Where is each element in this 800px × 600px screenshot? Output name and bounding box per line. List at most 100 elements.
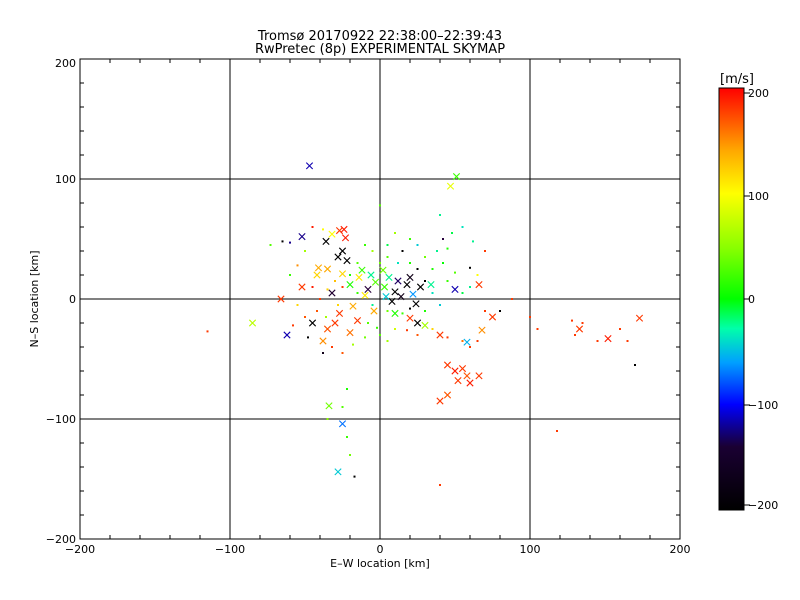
dot-marker <box>346 388 348 390</box>
dot-marker <box>334 280 336 282</box>
cross-marker <box>458 365 467 373</box>
colorbar-tick-label: 200 <box>748 87 769 100</box>
x-tick-label: −100 <box>215 543 245 556</box>
dot-marker <box>326 418 329 420</box>
cross-marker <box>436 397 444 405</box>
dot-marker <box>499 310 501 312</box>
cross-marker <box>325 402 333 410</box>
dot-marker <box>416 244 419 246</box>
dot-marker <box>406 329 408 332</box>
cross-marker <box>466 379 474 387</box>
cross-marker <box>391 309 399 317</box>
cross-marker <box>341 234 350 242</box>
dot-marker <box>424 280 426 282</box>
cross-marker <box>335 227 344 235</box>
dot-marker <box>326 288 329 291</box>
y-axis-label: N–S location [km] <box>28 250 41 347</box>
colorbar-ticks <box>744 92 750 506</box>
cross-marker <box>349 302 357 310</box>
cross-marker <box>328 289 336 297</box>
cross-marker <box>454 377 462 385</box>
cross-marker <box>328 230 336 238</box>
dot-marker <box>536 328 539 330</box>
colorbar-unit-label: [m/s] <box>720 72 754 87</box>
cross-marker <box>436 331 444 339</box>
y-tick-label: −200 <box>46 533 76 546</box>
dot-marker <box>409 262 411 264</box>
dot-marker <box>322 228 324 231</box>
cross-marker <box>308 319 317 327</box>
cross-marker <box>443 391 452 399</box>
cross-marker <box>283 331 291 339</box>
y-tick-label: −100 <box>46 413 76 426</box>
colorbar-tick-label: −200 <box>748 499 778 512</box>
cross-marker <box>488 313 497 321</box>
cross-marker <box>323 265 332 273</box>
cross-marker <box>475 372 483 380</box>
cross-marker <box>475 281 483 289</box>
dot-marker <box>596 340 599 342</box>
cross-marker <box>358 266 366 274</box>
minor-ticks <box>79 58 681 540</box>
dot-marker <box>469 286 471 288</box>
dot-marker <box>353 475 356 478</box>
cross-marker <box>331 319 339 327</box>
dot-marker <box>356 262 359 264</box>
dot-marker <box>341 286 344 288</box>
cross-marker <box>313 271 321 279</box>
dot-marker <box>292 324 294 327</box>
cross-marker <box>427 281 435 289</box>
cross-marker <box>305 162 314 170</box>
cross-marker <box>338 270 347 278</box>
dot-marker <box>319 298 321 300</box>
dot-marker <box>461 292 464 294</box>
cross-marker <box>367 271 375 279</box>
cross-marker <box>353 317 362 325</box>
cross-marker <box>388 297 396 305</box>
dot-marker <box>367 322 369 324</box>
dot-marker <box>446 280 449 282</box>
cross-marker <box>379 266 387 274</box>
cross-marker <box>322 237 330 245</box>
dot-marker <box>446 247 449 250</box>
dot-marker <box>386 244 389 246</box>
dot-marker <box>451 232 453 234</box>
dot-marker <box>304 316 306 318</box>
cross-marker <box>323 325 332 333</box>
dot-marker <box>476 274 479 276</box>
dot-marker <box>296 304 299 306</box>
cross-marker <box>346 281 354 289</box>
cross-marker <box>391 288 399 296</box>
dot-marker <box>409 238 411 240</box>
dot-marker <box>424 310 426 312</box>
x-tick-label: 200 <box>670 543 691 556</box>
colorbar-gradient <box>718 87 745 511</box>
cross-marker <box>409 290 417 298</box>
cross-marker <box>298 233 306 241</box>
cross-marker <box>371 278 380 286</box>
x-axis-label: E–W location [km] <box>330 557 430 570</box>
cross-marker <box>298 283 306 291</box>
dot-marker <box>376 326 378 329</box>
colorbar-tick-label: 100 <box>748 190 769 203</box>
cross-marker <box>406 273 414 281</box>
dot-marker <box>619 328 621 330</box>
y-tick-labels: −200 −100 0 100 200 <box>46 57 76 546</box>
dot-marker <box>634 364 636 366</box>
dot-marker <box>484 250 486 252</box>
cross-marker <box>340 225 348 233</box>
dot-marker <box>269 244 272 246</box>
dot-marker <box>484 310 486 312</box>
dot-marker <box>289 274 291 276</box>
cross-marker <box>319 337 327 345</box>
cross-marker <box>370 307 378 315</box>
cross-marker <box>334 253 342 261</box>
dot-marker <box>331 346 333 348</box>
dot-marker <box>416 334 419 336</box>
dot-marker <box>364 336 366 339</box>
dot-marker <box>436 250 438 252</box>
cross-marker <box>421 321 429 329</box>
dot-marker <box>341 406 344 408</box>
dot-marker <box>311 226 314 228</box>
